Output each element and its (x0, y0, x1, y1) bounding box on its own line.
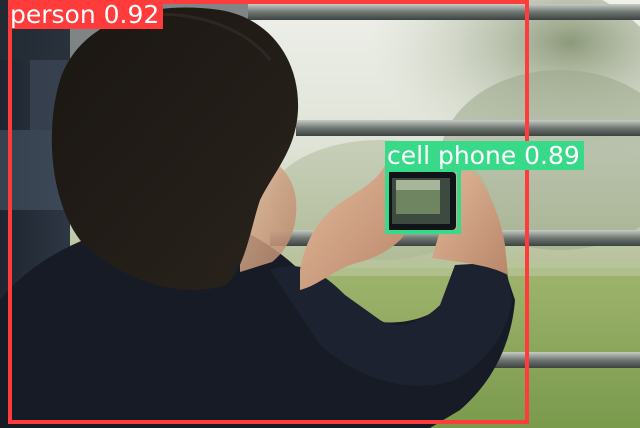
cell-phone-detection-label: cell phone 0.89 (385, 141, 584, 170)
person-detection-label: person 0.92 (8, 0, 164, 29)
